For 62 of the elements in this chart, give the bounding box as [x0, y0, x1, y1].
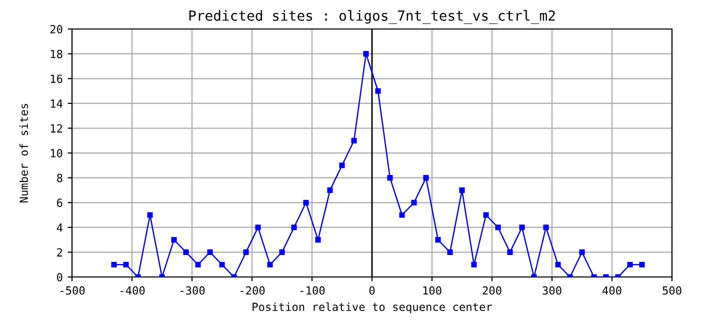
x-tick-label: 300 [542, 286, 562, 295]
x-tick-label: -100 [300, 286, 325, 295]
x-tick-label: 200 [482, 286, 502, 295]
point [447, 249, 453, 255]
point [639, 262, 645, 268]
y-tick-label: 4 [56, 224, 62, 232]
y-tick-label: 16 [50, 74, 62, 84]
point [495, 224, 501, 230]
y-tick-label: 14 [50, 100, 62, 108]
y-tick-label: 0 [57, 273, 62, 282]
point [255, 224, 261, 230]
y-tick-label: 18 [50, 50, 62, 58]
x-tick-label: 400 [602, 286, 622, 295]
point [183, 249, 189, 255]
point [171, 237, 177, 243]
y-tick-label: 8 [56, 174, 62, 182]
point [243, 249, 249, 255]
point [579, 249, 585, 255]
point [267, 262, 273, 268]
point [519, 224, 525, 230]
x-tick-label: -300 [180, 286, 205, 295]
point [111, 262, 117, 268]
x-tick-label: 0 [369, 286, 375, 295]
point [423, 175, 429, 181]
point [459, 187, 465, 193]
point [555, 262, 561, 268]
point [411, 200, 417, 206]
point [543, 224, 549, 230]
point [351, 138, 357, 144]
point [123, 262, 129, 268]
point [435, 237, 441, 243]
x-tick-label: 500 [662, 286, 682, 295]
point [195, 262, 201, 268]
chart-title: Predicted sites : oligos_7nt_test_vs_ctrl_m2 [189, 10, 555, 24]
y-tick-label: 20 [50, 25, 62, 34]
x-axis-title: Position relative to sequence center [252, 302, 492, 314]
point [147, 212, 153, 218]
point [627, 262, 633, 268]
y-tick-label: 6 [57, 198, 62, 208]
point [483, 212, 489, 218]
point [219, 262, 225, 268]
x-tick-label: -500 [60, 286, 85, 295]
y-tick-label: 2 [57, 248, 62, 256]
y-tick-label: 12 [50, 124, 62, 132]
x-tick-label: -200 [240, 286, 265, 295]
point [363, 51, 369, 57]
point [327, 187, 333, 193]
point [387, 175, 393, 181]
point [339, 162, 345, 168]
point [303, 200, 309, 206]
point [291, 224, 297, 230]
point [507, 249, 513, 255]
x-tick-label: 100 [423, 286, 442, 295]
point [279, 249, 285, 255]
point [471, 262, 477, 268]
point [315, 237, 321, 243]
point [375, 88, 381, 94]
y-axis-title: Number of sites [19, 104, 28, 202]
point [399, 212, 405, 218]
point [207, 249, 213, 255]
y-tick-label: 10 [50, 149, 62, 158]
x-tick-label: -400 [120, 286, 145, 295]
